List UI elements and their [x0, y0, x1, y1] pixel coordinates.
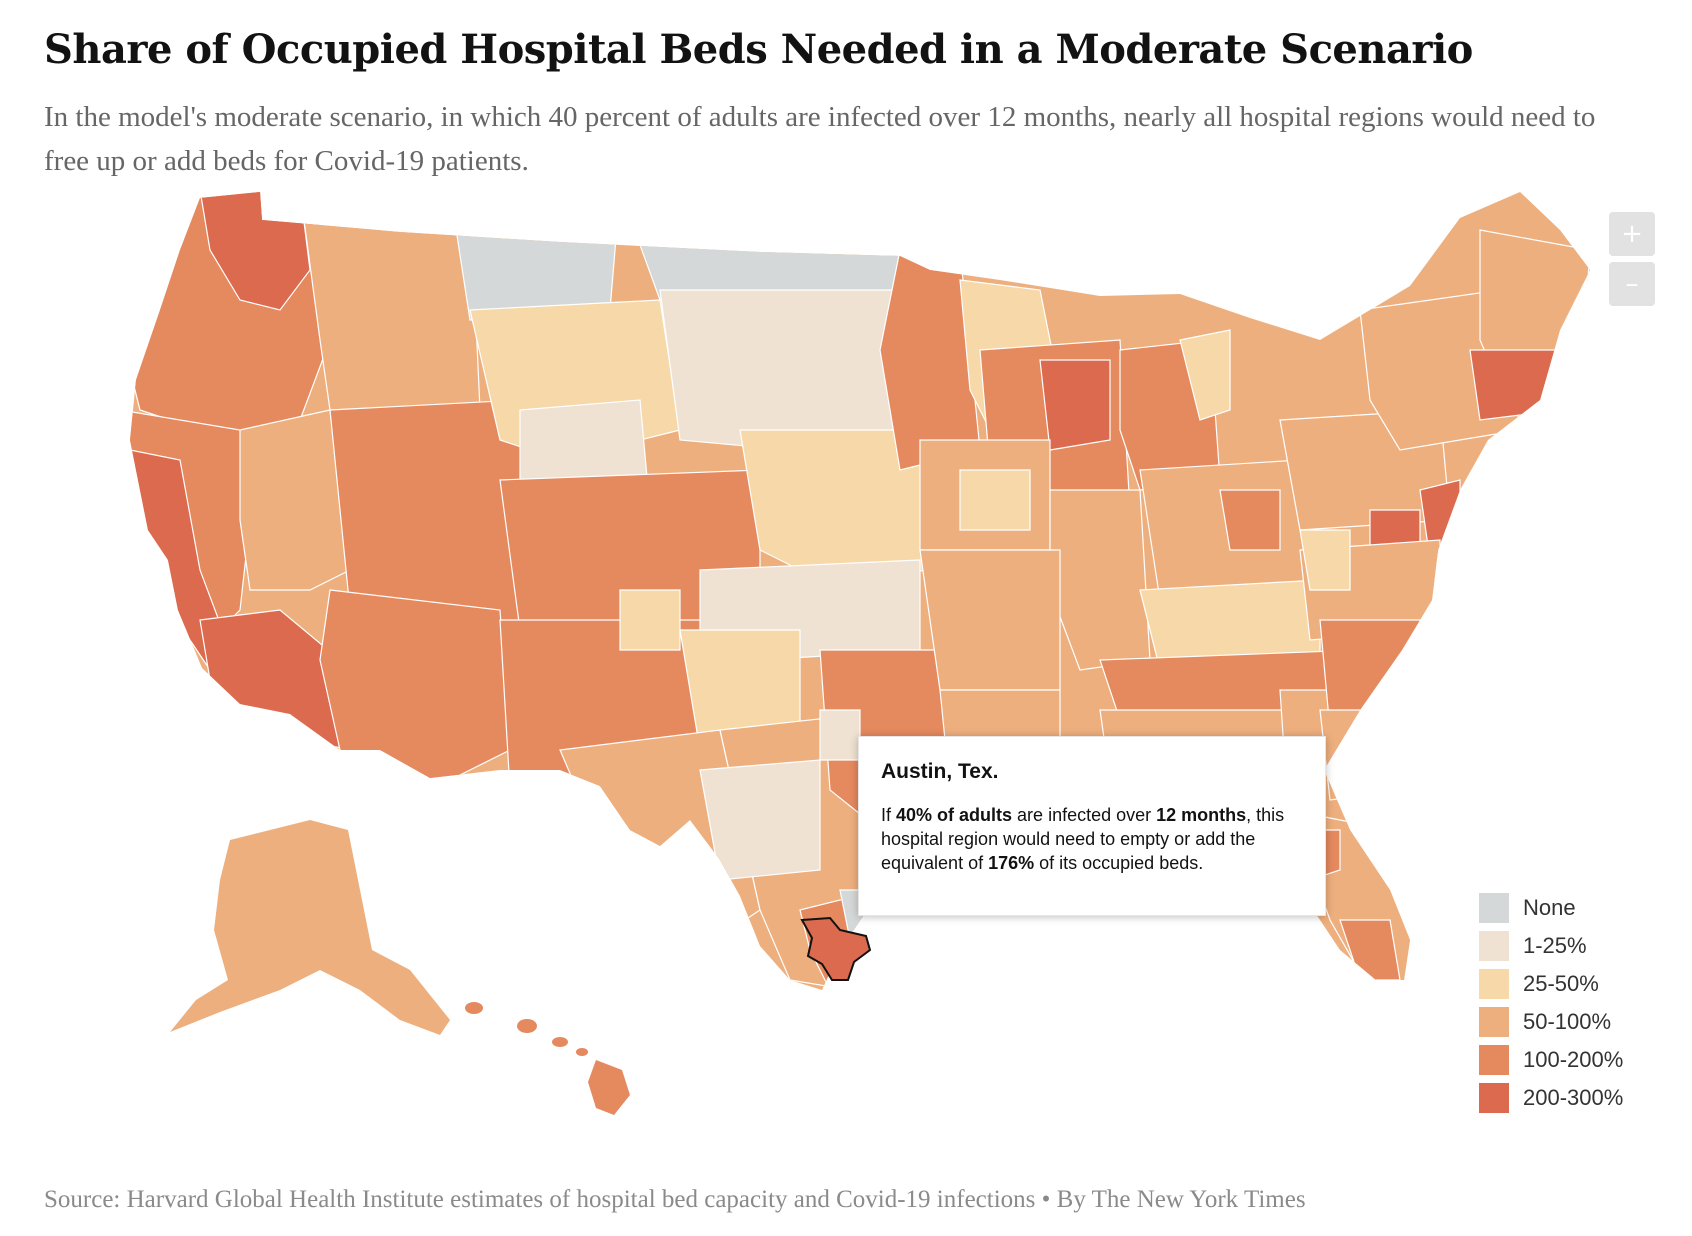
region-north-dakota[interactable] — [619, 190, 911, 301]
region-wisconsin-dark[interactable] — [1039, 359, 1111, 451]
chart-title: Share of Occupied Hospital Beds Needed i… — [44, 26, 1473, 73]
tooltip-description: If 40% of adults are infected over 12 mo… — [881, 803, 1303, 875]
legend-swatch — [1479, 1045, 1509, 1075]
zoom-out-button[interactable]: – — [1609, 262, 1655, 306]
tooltip-region-name: Austin, Tex. — [881, 760, 999, 783]
region-oklahoma-light[interactable] — [819, 709, 861, 761]
legend-item-1-25: 1-25% — [1479, 928, 1679, 966]
region-south-carolina[interactable] — [1319, 709, 1411, 801]
legend-label: None — [1523, 895, 1576, 920]
legend-item-100-200: 100-200% — [1479, 1042, 1679, 1080]
source-credit: Source: Harvard Global Health Institute … — [44, 1186, 1306, 1213]
legend-item-25-50: 25-50% — [1479, 966, 1679, 1004]
map-legend: None 1-25% 25-50% 50-100% 100-200% 200-3… — [1479, 890, 1679, 1118]
region-albuquerque-light[interactable] — [619, 589, 681, 651]
tooltip-infection-share: 40% of adults — [896, 805, 1013, 825]
region-tooltip: Austin, Tex. If 40% of adults are infect… — [858, 736, 1326, 916]
region-michigan-north[interactable] — [1179, 329, 1231, 421]
region-west-virginia[interactable] — [1299, 529, 1351, 591]
hawaii[interactable] — [465, 1002, 630, 1115]
legend-swatch — [1479, 893, 1509, 923]
legend-item-none: None — [1479, 890, 1679, 928]
legend-swatch — [1479, 1083, 1509, 1113]
tooltip-text-3: , this hospital region would need to emp… — [881, 805, 1285, 873]
highlighted-region-austin[interactable] — [800, 916, 872, 981]
tooltip-timeframe: 12 months — [1156, 805, 1247, 825]
region-montana-north[interactable] — [449, 190, 621, 321]
tooltip-text-4: of its occupied beds. — [1034, 853, 1204, 873]
tooltip-text-1: If — [881, 805, 897, 825]
region-indiana-ohio[interactable] — [1139, 459, 1311, 601]
tooltip-text-2: are infected over — [1012, 805, 1157, 825]
us-hospital-region-map[interactable] — [0, 190, 1692, 1170]
legend-label: 200-300% — [1523, 1085, 1624, 1110]
region-missouri[interactable] — [919, 549, 1061, 691]
alaska[interactable] — [170, 820, 450, 1035]
legend-item-50-100: 50-100% — [1479, 1004, 1679, 1042]
chart-subtitle: In the model's moderate scenario, in whi… — [44, 101, 1596, 177]
region-texas-light[interactable] — [699, 759, 821, 881]
legend-label: 100-200% — [1523, 1047, 1624, 1072]
region-massachusetts[interactable] — [1469, 349, 1561, 421]
region-ohio-dark[interactable] — [1219, 489, 1281, 551]
zoom-in-button[interactable]: + — [1609, 212, 1655, 256]
legend-label: 50-100% — [1523, 1009, 1612, 1034]
tooltip-bed-share: 176% — [988, 853, 1035, 873]
map-container[interactable]: + – Austin, Tex. If 40% of adults are in… — [0, 190, 1692, 1170]
region-iowa-light[interactable] — [959, 469, 1031, 531]
region-arizona[interactable] — [319, 589, 511, 791]
legend-label: 1-25% — [1523, 933, 1587, 958]
legend-item-200-300: 200-300% — [1479, 1080, 1679, 1118]
legend-swatch — [1479, 969, 1509, 999]
legend-swatch — [1479, 1007, 1509, 1037]
legend-label: 25-50% — [1523, 971, 1599, 996]
region-south-dakota[interactable] — [659, 289, 911, 451]
legend-swatch — [1479, 931, 1509, 961]
